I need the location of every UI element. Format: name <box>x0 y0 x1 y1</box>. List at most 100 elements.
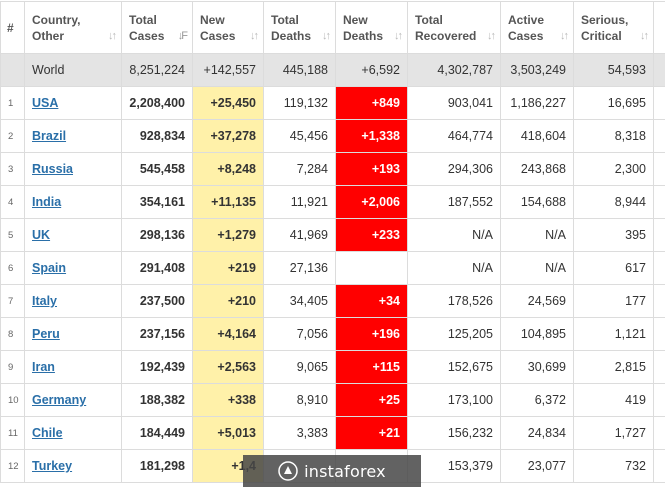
total-deaths-cell: 445,188 <box>263 53 336 87</box>
sort-active-icon[interactable]: ↓F <box>177 30 188 42</box>
total-deaths-cell: 34,405 <box>263 284 336 318</box>
country-cell: Germany <box>24 383 122 417</box>
total-cases-cell: 237,500 <box>121 284 193 318</box>
sort-icon[interactable]: ↓↑ <box>250 30 259 42</box>
sort-icon[interactable]: ↓↑ <box>108 30 117 42</box>
cut-off-cell <box>653 317 665 351</box>
instaforex-watermark: instaforex <box>243 455 421 487</box>
active-cases-cell: 154,688 <box>500 185 574 219</box>
active-cases-cell: 104,895 <box>500 317 574 351</box>
cut-off-cell <box>653 53 665 87</box>
country-link[interactable]: Turkey <box>32 459 73 473</box>
serious-critical-cell: 1,727 <box>573 416 654 450</box>
sort-icon[interactable]: ↓↑ <box>487 30 496 42</box>
total-recovered-cell: 153,379 <box>407 449 501 483</box>
country-name: World <box>24 53 122 87</box>
row-index: 2 <box>0 119 25 153</box>
country-link[interactable]: India <box>32 195 62 209</box>
table-row: 8 Peru 237,156 +4,164 7,056 +196 125,205 104,89… <box>0 317 665 351</box>
total-cases-cell: 237,156 <box>121 317 193 351</box>
col-header-active-cases[interactable]: Active Cases ↓↑ <box>500 1 574 54</box>
country-cell: Turkey <box>24 449 122 483</box>
country-link[interactable]: Russia <box>32 162 73 176</box>
col-header-serious-critical[interactable]: Serious, Critical ↓↑ <box>573 1 654 54</box>
serious-critical-cell: 2,815 <box>573 350 654 384</box>
row-index: 10 <box>0 383 25 417</box>
total-recovered-cell: N/A <box>407 218 501 252</box>
table-row: 11 Chile 184,449 +5,013 3,383 +21 156,232 24,83… <box>0 416 665 450</box>
country-link[interactable]: Iran <box>32 360 55 374</box>
col-header-total-cases[interactable]: Total Cases ↓F <box>121 1 193 54</box>
cut-off-cell <box>653 350 665 384</box>
cut-off-cell <box>653 152 665 186</box>
table-row: 6 Spain 291,408 +219 27,136 N/A N/A 617 <box>0 251 665 285</box>
country-link[interactable]: UK <box>32 228 51 242</box>
new-cases-cell: +25,450 <box>192 86 264 120</box>
country-cell: Brazil <box>24 119 122 153</box>
country-cell: Chile <box>24 416 122 450</box>
active-cases-cell: 243,868 <box>500 152 574 186</box>
active-cases-cell: 1,186,227 <box>500 86 574 120</box>
new-cases-cell: +37,278 <box>192 119 264 153</box>
col-header-new-cases[interactable]: New Cases ↓↑ <box>192 1 264 54</box>
country-link[interactable]: Germany <box>32 393 87 407</box>
col-header-country[interactable]: Country, Other ↓↑ <box>24 1 122 54</box>
col-header-total-deaths[interactable]: Total Deaths ↓↑ <box>263 1 336 54</box>
sort-icon[interactable]: ↓↑ <box>322 30 331 42</box>
serious-critical-cell: 2,300 <box>573 152 654 186</box>
new-deaths-cell: +25 <box>335 383 408 417</box>
row-index: 11 <box>0 416 25 450</box>
table-row: 7 Italy 237,500 +210 34,405 +34 178,526 24,569 1… <box>0 284 665 318</box>
sort-icon[interactable]: ↓↑ <box>640 30 649 42</box>
sort-icon[interactable]: ↓↑ <box>560 30 569 42</box>
cut-off-cell <box>653 449 665 483</box>
total-deaths-cell: 7,056 <box>263 317 336 351</box>
new-cases-cell: +5,013 <box>192 416 264 450</box>
serious-critical-cell: 732 <box>573 449 654 483</box>
row-index: 3 <box>0 152 25 186</box>
new-deaths-cell: +2,006 <box>335 185 408 219</box>
table-row: 1 USA 2,208,400 +25,450 119,132 +849 903,041 1,… <box>0 86 665 120</box>
row-index: 1 <box>0 86 25 120</box>
row-index: 9 <box>0 350 25 384</box>
country-link[interactable]: Spain <box>32 261 67 275</box>
serious-critical-cell: 16,695 <box>573 86 654 120</box>
country-cell: Iran <box>24 350 122 384</box>
new-cases-cell: +4,164 <box>192 317 264 351</box>
total-deaths-cell: 41,969 <box>263 218 336 252</box>
active-cases-cell: 23,077 <box>500 449 574 483</box>
cut-off-cell <box>653 86 665 120</box>
col-header-total-recovered[interactable]: Total Recovered ↓↑ <box>407 1 501 54</box>
col-header-cut-off[interactable] <box>653 1 665 54</box>
total-deaths-cell: 27,136 <box>263 251 336 285</box>
country-link[interactable]: USA <box>32 96 59 110</box>
new-deaths-cell: +21 <box>335 416 408 450</box>
country-link[interactable]: Chile <box>32 426 63 440</box>
country-link[interactable]: Brazil <box>32 129 67 143</box>
cut-off-cell <box>653 251 665 285</box>
table-row: 5 UK 298,136 +1,279 41,969 +233 N/A N/A 395 <box>0 218 665 252</box>
total-recovered-cell: 156,232 <box>407 416 501 450</box>
serious-critical-cell: 395 <box>573 218 654 252</box>
total-cases-cell: 545,458 <box>121 152 193 186</box>
total-deaths-cell: 8,910 <box>263 383 336 417</box>
col-header-new-deaths[interactable]: New Deaths ↓↑ <box>335 1 408 54</box>
country-link[interactable]: Italy <box>32 294 58 308</box>
country-link[interactable]: Peru <box>32 327 60 341</box>
row-index: 6 <box>0 251 25 285</box>
new-cases-cell: +11,135 <box>192 185 264 219</box>
sort-icon[interactable]: ↓↑ <box>394 30 403 42</box>
col-header-index[interactable]: # <box>0 1 25 54</box>
total-cases-cell: 184,449 <box>121 416 193 450</box>
cut-off-cell <box>653 119 665 153</box>
active-cases-cell: 30,699 <box>500 350 574 384</box>
total-deaths-cell: 11,921 <box>263 185 336 219</box>
active-cases-cell: N/A <box>500 251 574 285</box>
new-cases-cell: +2,563 <box>192 350 264 384</box>
total-deaths-cell: 9,065 <box>263 350 336 384</box>
serious-critical-cell: 1,121 <box>573 317 654 351</box>
watermark-text: instaforex <box>304 461 386 481</box>
